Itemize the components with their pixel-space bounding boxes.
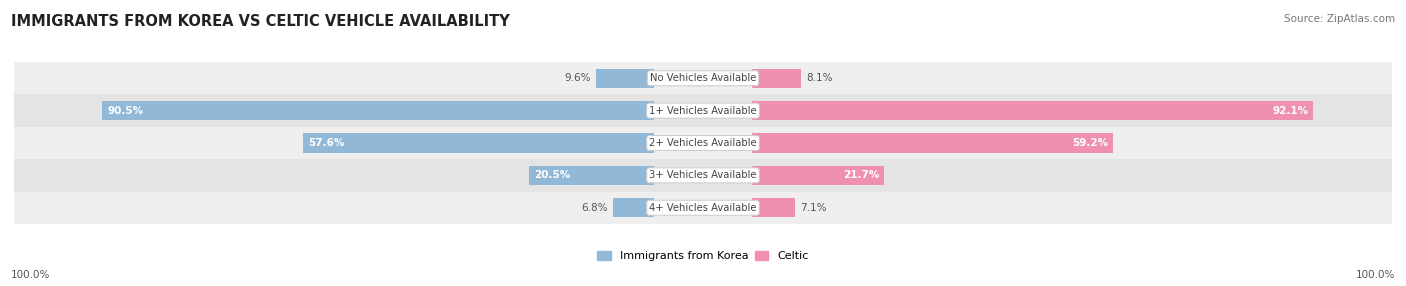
Text: 2+ Vehicles Available: 2+ Vehicles Available	[650, 138, 756, 148]
Text: 9.6%: 9.6%	[564, 73, 591, 83]
Bar	[14, 127, 1392, 159]
Text: No Vehicles Available: No Vehicles Available	[650, 73, 756, 83]
Bar	[752, 133, 1112, 153]
Text: 20.5%: 20.5%	[534, 170, 571, 180]
Text: 100.0%: 100.0%	[11, 270, 51, 280]
Text: IMMIGRANTS FROM KOREA VS CELTIC VEHICLE AVAILABILITY: IMMIGRANTS FROM KOREA VS CELTIC VEHICLE …	[11, 14, 510, 29]
Text: 8.1%: 8.1%	[806, 73, 832, 83]
Text: 1+ Vehicles Available: 1+ Vehicles Available	[650, 106, 756, 116]
Text: 7.1%: 7.1%	[800, 203, 827, 213]
Bar	[752, 198, 794, 217]
Bar	[752, 101, 1313, 120]
Text: 6.8%: 6.8%	[582, 203, 607, 213]
Text: 3+ Vehicles Available: 3+ Vehicles Available	[650, 170, 756, 180]
Text: 90.5%: 90.5%	[107, 106, 143, 116]
Bar	[14, 62, 1392, 94]
Text: 21.7%: 21.7%	[842, 170, 879, 180]
Text: 92.1%: 92.1%	[1272, 106, 1309, 116]
Text: Source: ZipAtlas.com: Source: ZipAtlas.com	[1284, 14, 1395, 24]
Bar	[596, 69, 654, 88]
Text: 59.2%: 59.2%	[1071, 138, 1108, 148]
Legend: Immigrants from Korea, Celtic: Immigrants from Korea, Celtic	[598, 251, 808, 261]
Bar	[14, 192, 1392, 224]
Bar	[752, 166, 884, 185]
Bar	[14, 159, 1392, 192]
Bar	[103, 101, 654, 120]
Bar	[14, 94, 1392, 127]
Bar	[613, 198, 654, 217]
Bar	[752, 69, 801, 88]
Text: 100.0%: 100.0%	[1355, 270, 1395, 280]
Bar	[304, 133, 654, 153]
Text: 4+ Vehicles Available: 4+ Vehicles Available	[650, 203, 756, 213]
Bar	[529, 166, 654, 185]
Text: 57.6%: 57.6%	[308, 138, 344, 148]
